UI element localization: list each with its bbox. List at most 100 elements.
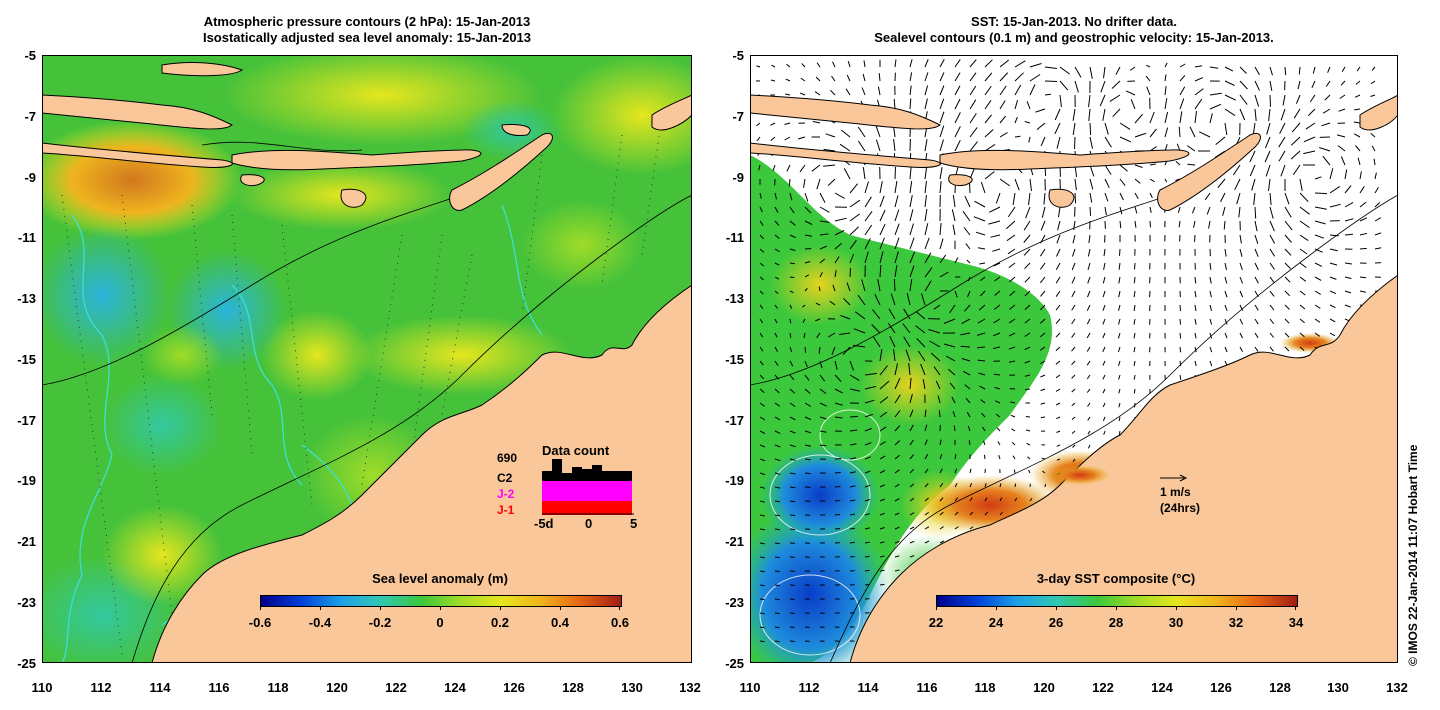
velocity-arrow [893, 349, 896, 362]
velocity-arrow [1164, 86, 1167, 96]
velocity-arrow [1008, 332, 1016, 337]
velocity-arrow [999, 132, 1008, 138]
velocity-arrow [849, 541, 855, 544]
velocity-arrow [804, 206, 812, 214]
velocity-arrow [1329, 276, 1337, 280]
velocity-arrow [977, 359, 986, 362]
velocity-arrow [1324, 94, 1331, 101]
velocity-arrow [774, 556, 780, 559]
velocity-arrow [1086, 360, 1091, 366]
velocity-arrow [943, 343, 956, 348]
velocity-arrow [819, 206, 830, 213]
right-y-tick: -25 [725, 656, 744, 671]
velocity-arrow [834, 270, 837, 278]
right-map[interactable]: 1 m/s (24hrs) 3-day SST composite (°C) 2… [750, 55, 1398, 663]
anomaly-blob [102, 505, 222, 605]
velocity-arrow [1282, 94, 1286, 106]
velocity-arrow [1329, 304, 1336, 309]
velocity-arrow [804, 430, 812, 434]
velocity-arrow [967, 425, 971, 432]
velocity-arrow [894, 237, 900, 250]
velocity-arrow [1118, 318, 1121, 325]
velocity-arrow [980, 290, 986, 297]
velocity-arrow [1224, 276, 1228, 284]
velocity-arrow [1119, 220, 1122, 229]
velocity-arrow [1025, 206, 1031, 219]
anomaly-blob [262, 310, 372, 400]
right-colorbar [936, 595, 1298, 607]
velocity-arrow [1284, 332, 1290, 338]
data-count-title: Data count [542, 443, 610, 458]
velocity-arrow [1290, 150, 1301, 160]
velocity-arrow [1071, 276, 1076, 284]
velocity-arrow [954, 257, 959, 264]
velocity-arrow [917, 350, 926, 362]
velocity-arrow [816, 332, 821, 339]
velocity-arrow [1329, 332, 1336, 337]
velocity-arrow [1254, 318, 1259, 325]
velocity-arrow [832, 284, 836, 292]
velocity-arrow [879, 455, 886, 460]
velocity-arrow [879, 195, 885, 208]
right-y-tick: -17 [725, 413, 744, 428]
velocity-arrow [1359, 186, 1365, 194]
velocity-arrow [1224, 108, 1236, 117]
velocity-arrow [984, 85, 992, 96]
velocity-arrow [819, 220, 830, 223]
left-y-tick: -9 [24, 170, 36, 185]
velocity-arrow [894, 166, 896, 180]
left-map[interactable]: Sea level anomaly (m) -0.6 -0.4 -0.2 0 0… [42, 55, 692, 663]
left-y-tick: -25 [17, 656, 36, 671]
velocity-arrow [799, 164, 806, 173]
velocity-arrow [804, 374, 810, 381]
left-x-tick: 116 [208, 680, 230, 695]
velocity-arrow [774, 486, 781, 489]
velocity-arrow [1206, 206, 1211, 215]
velocity-arrow [984, 114, 992, 124]
velocity-arrow [789, 416, 796, 421]
velocity-arrow [789, 626, 795, 628]
velocity-arrow [861, 279, 866, 292]
velocity-arrow [1029, 74, 1041, 82]
velocity-arrow [920, 363, 926, 376]
velocity-arrow [954, 511, 959, 516]
velocity-arrow [1239, 290, 1244, 298]
velocity-arrow [1194, 111, 1197, 124]
velocity-arrow [908, 363, 911, 376]
velocity-arrow [1029, 63, 1042, 68]
velocity-arrow [924, 195, 927, 208]
series-label-j1: J-1 [497, 503, 515, 517]
velocity-arrow [1269, 346, 1274, 352]
right-y-tick: -5 [732, 48, 744, 63]
velocity-arrow [1269, 332, 1274, 338]
velocity-arrow [1149, 111, 1155, 124]
velocity-arrow [1055, 402, 1061, 406]
velocity-arrow [924, 252, 932, 264]
velocity-arrow [1264, 150, 1271, 163]
pressure-contours [42, 141, 692, 663]
velocity-arrow [1086, 332, 1091, 339]
velocity-arrow [823, 148, 836, 152]
velocity-arrow [1102, 290, 1106, 298]
left-x-tick: 110 [31, 680, 53, 695]
velocity-arrow [834, 256, 840, 264]
velocity-arrow [879, 380, 890, 390]
series-label-c2: C2 [497, 471, 513, 485]
velocity-arrow [1179, 304, 1181, 311]
velocity-arrow [982, 426, 986, 432]
velocity-arrow [1007, 206, 1016, 218]
velocity-arrow [1130, 99, 1136, 110]
velocity-arrow [1254, 220, 1258, 232]
velocity-arrow [834, 416, 843, 419]
velocity-arrow [1117, 346, 1121, 353]
velocity-arrow [834, 486, 841, 488]
velocity-arrow [1164, 74, 1167, 82]
velocity-arrow [939, 223, 942, 236]
velocity-arrow [1239, 304, 1244, 311]
right-x-tick: 112 [798, 680, 820, 695]
left-colorbar [260, 595, 622, 607]
velocity-arrow [1290, 136, 1301, 146]
velocity-arrow [1269, 94, 1271, 107]
velocity-arrow [1224, 66, 1234, 72]
right-x-tick: 126 [1210, 680, 1232, 695]
